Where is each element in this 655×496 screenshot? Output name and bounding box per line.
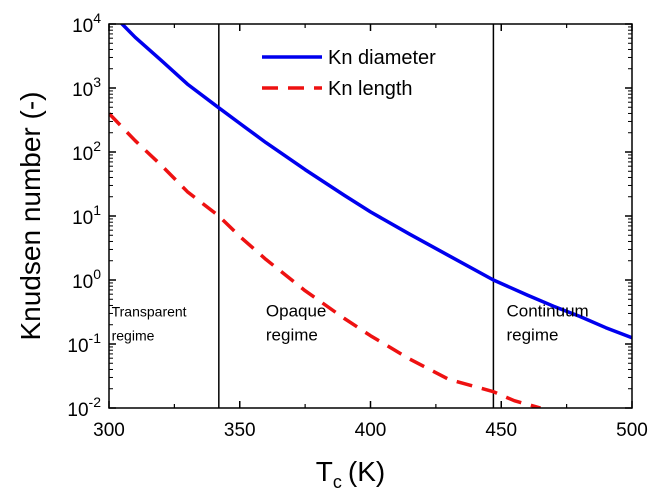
y-tick-label: 102	[72, 138, 101, 165]
y-tick-exponent: -2	[89, 394, 102, 410]
regime-label: regime	[266, 326, 318, 345]
regime-label: Transparent	[112, 304, 187, 320]
legend-label: Kn length	[328, 78, 413, 100]
regime-label: Continuum	[506, 302, 588, 321]
x-tick-label: 400	[355, 420, 387, 441]
y-tick-base: 10	[72, 16, 93, 37]
y-tick-exponent: 0	[93, 266, 101, 282]
x-axis-unit: (K)	[348, 456, 385, 487]
y-tick-exponent: 4	[93, 10, 101, 26]
y-tick-exponent: 2	[93, 138, 101, 154]
y-tick-base: 10	[72, 272, 93, 293]
axes: 300 350 400 450 50010-210-1100101102103104Tc…	[15, 10, 648, 492]
x-axis-title: Tc (K)	[316, 456, 385, 492]
y-tick-exponent: 1	[93, 202, 101, 218]
y-tick-label: 104	[72, 10, 101, 37]
y-tick-label: 10-2	[67, 394, 101, 421]
x-tick-label: 300	[93, 420, 125, 441]
regime-label: Opaque	[266, 302, 327, 321]
y-tick-base: 10	[72, 144, 93, 165]
regime-label: regime	[506, 326, 558, 345]
series-line-1	[109, 112, 541, 408]
legend: Kn diameter Kn length	[262, 47, 436, 100]
legend-label: Kn diameter	[328, 47, 436, 69]
x-tick-label: 350	[224, 420, 256, 441]
y-tick-label: 103	[72, 74, 101, 101]
y-tick-base: 10	[67, 336, 88, 357]
x-tick-label: 450	[485, 420, 517, 441]
x-axis-subscript: c	[333, 472, 342, 492]
y-tick-label: 101	[72, 202, 101, 229]
y-tick-base: 10	[72, 80, 93, 101]
series-layer	[109, 24, 632, 408]
y-axis-title: Knudsen number (-)	[15, 91, 46, 340]
x-axis-symbol: T	[316, 456, 333, 487]
y-tick-base: 10	[72, 208, 93, 229]
y-tick-label: 100	[72, 266, 101, 293]
plot-area	[218, 24, 495, 408]
y-tick-exponent: -1	[89, 330, 102, 346]
annotation-layer: Transparent regime Opaque regime Continuum re…	[112, 302, 589, 345]
y-tick-base: 10	[67, 400, 88, 421]
regime-label: regime	[112, 328, 155, 344]
y-tick-label: 10-1	[67, 330, 101, 357]
y-tick-exponent: 3	[93, 74, 101, 90]
x-tick-label: 500	[616, 420, 648, 441]
series-line-0	[119, 24, 632, 340]
